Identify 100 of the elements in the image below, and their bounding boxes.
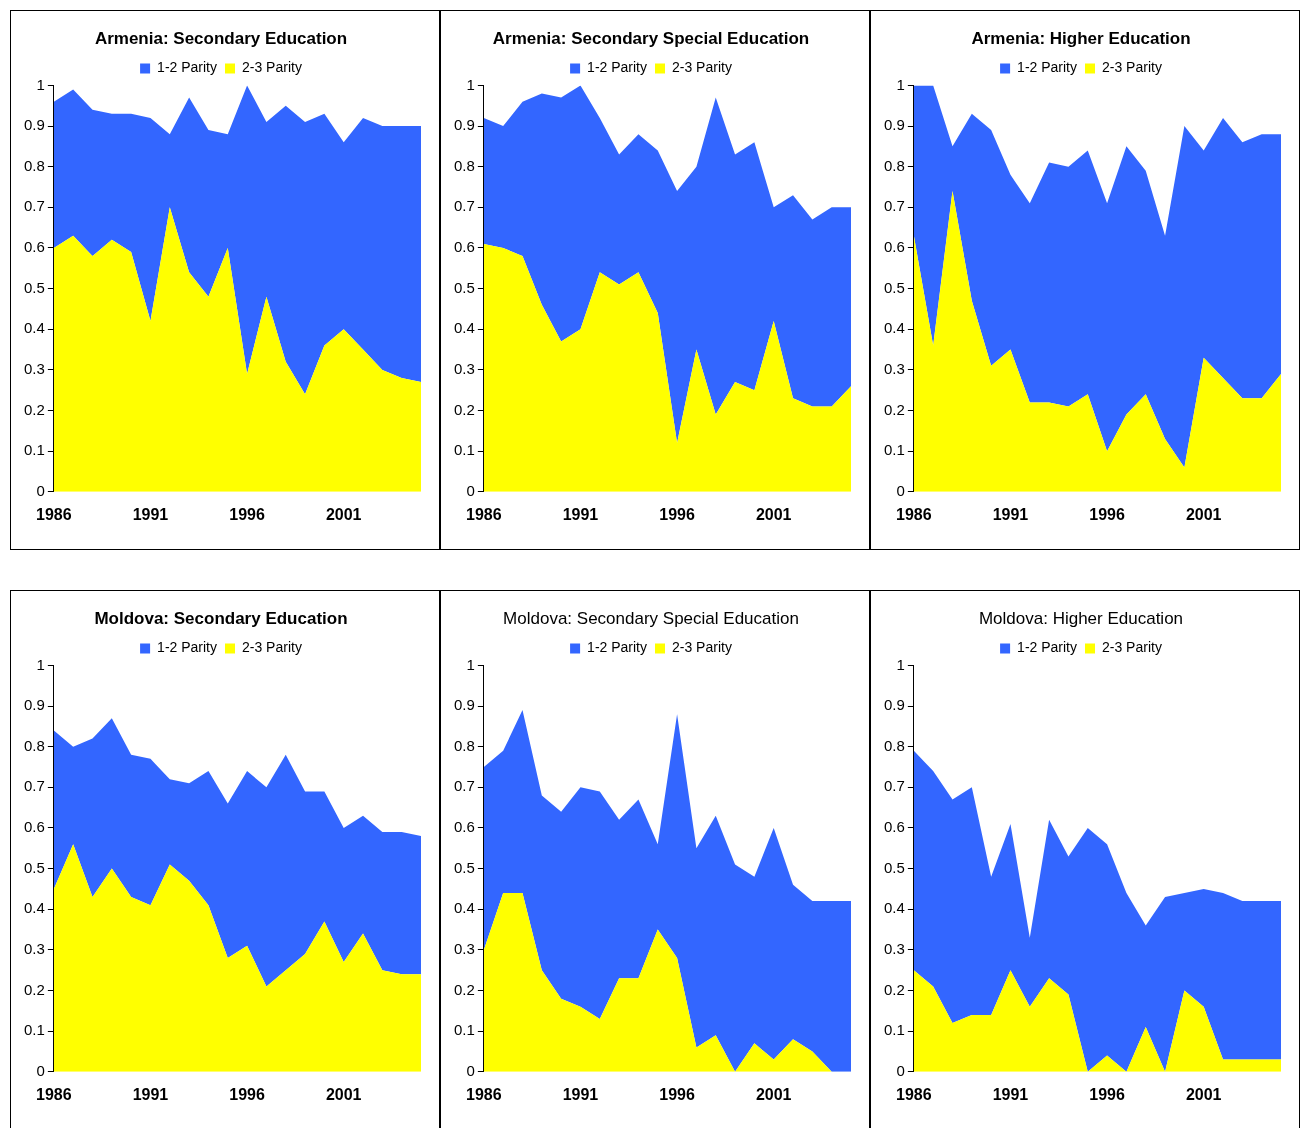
x-tick-label: 1991: [562, 1085, 599, 1103]
chart-title: Moldova: Secondary Special Education: [503, 608, 799, 628]
y-tick-label: 0.8: [883, 736, 905, 754]
y-tick-label: 0.7: [23, 777, 45, 795]
y-tick-label: 1: [466, 75, 475, 93]
x-tick-label: 1991: [992, 1085, 1029, 1103]
y-tick-label: 0.3: [23, 940, 45, 958]
x-tick-label: 1996: [1089, 505, 1125, 523]
y-tick-label: 0.4: [453, 899, 475, 917]
chart-title: Armenia: Secondary Education: [94, 28, 348, 48]
y-tick-label: 0.2: [883, 980, 905, 998]
x-tick-label: 1986: [36, 505, 72, 523]
y-tick-label: 0.1: [23, 441, 45, 459]
y-tick-label: 0.3: [883, 360, 905, 378]
y-tick-label: 0.4: [23, 319, 45, 337]
chart-title: Moldova: Secondary Education: [94, 608, 348, 628]
legend-label: 2-3 Parity: [242, 59, 302, 76]
y-tick-label: 0.4: [883, 319, 905, 337]
y-tick-label: 0.1: [453, 1021, 475, 1039]
x-tick-label: 1996: [229, 1085, 265, 1103]
y-tick-label: 0.2: [453, 400, 475, 418]
x-tick-label: 1996: [659, 505, 695, 523]
y-tick-label: 0: [466, 481, 475, 499]
y-tick-label: 0.7: [883, 777, 905, 795]
y-tick-label: 0.5: [883, 858, 905, 876]
x-tick-label: 2001: [755, 1085, 792, 1103]
y-tick-label: 0.8: [23, 736, 45, 754]
x-tick-label: 1996: [659, 1085, 695, 1103]
legend-label: 1-2 Parity: [587, 639, 648, 656]
y-tick-label: 1: [36, 75, 45, 93]
y-tick-label: 0.8: [453, 736, 475, 754]
y-tick-label: 0.7: [883, 197, 905, 215]
y-tick-label: 0.4: [453, 319, 475, 337]
y-tick-label: 0.5: [883, 278, 905, 296]
x-tick-label: 1991: [992, 505, 1029, 523]
y-tick-label: 0.4: [23, 899, 45, 917]
x-tick-label: 2001: [325, 505, 362, 523]
y-tick-label: 0.6: [883, 818, 905, 836]
y-tick-label: 0.3: [453, 940, 475, 958]
legend-label: 1-2 Parity: [1017, 639, 1078, 656]
y-tick-label: 0.7: [453, 197, 475, 215]
y-tick-label: 0.1: [23, 1021, 45, 1039]
y-tick-label: 0.2: [23, 400, 45, 418]
y-tick-label: 1: [466, 655, 475, 673]
y-tick-label: 1: [36, 655, 45, 673]
legend-label: 2-3 Parity: [672, 59, 732, 76]
y-tick-label: 0.8: [883, 156, 905, 174]
y-tick-label: 0.3: [23, 360, 45, 378]
y-tick-label: 1: [896, 655, 905, 673]
y-tick-label: 0.4: [883, 899, 905, 917]
legend-label: 1-2 Parity: [157, 639, 218, 656]
y-tick-label: 0.9: [883, 116, 905, 134]
y-tick-label: 0.6: [453, 818, 475, 836]
x-tick-label: 1986: [896, 505, 932, 523]
y-tick-label: 0: [896, 1061, 905, 1079]
y-tick-label: 0.5: [453, 278, 475, 296]
y-tick-label: 0.1: [883, 441, 905, 459]
x-tick-label: 1991: [132, 1085, 169, 1103]
y-tick-label: 0.5: [453, 858, 475, 876]
legend-label: 1-2 Parity: [1017, 59, 1078, 76]
y-tick-label: 0.1: [453, 441, 475, 459]
y-tick-label: 0.2: [23, 980, 45, 998]
chart-title: Moldova: Higher Education: [978, 608, 1184, 628]
y-tick-label: 0.3: [883, 940, 905, 958]
y-tick-label: 0.7: [23, 197, 45, 215]
legend-label: 2-3 Parity: [672, 639, 732, 656]
legend-label: 1-2 Parity: [157, 59, 218, 76]
x-tick-label: 2001: [325, 1085, 362, 1103]
y-tick-label: 0.1: [883, 1021, 905, 1039]
y-tick-label: 0: [896, 481, 905, 499]
y-tick-label: 0.9: [453, 116, 475, 134]
y-tick-label: 0.9: [23, 116, 45, 134]
y-tick-label: 0.8: [23, 156, 45, 174]
x-tick-label: 1986: [36, 1085, 72, 1103]
y-tick-label: 0.2: [453, 980, 475, 998]
x-tick-label: 1986: [896, 1085, 932, 1103]
x-tick-label: 1986: [466, 505, 502, 523]
x-tick-label: 2001: [1185, 1085, 1222, 1103]
x-tick-label: 1991: [562, 505, 599, 523]
y-tick-label: 0: [36, 481, 45, 499]
y-tick-label: 0.9: [23, 696, 45, 714]
y-tick-label: 0.3: [453, 360, 475, 378]
legend-label: 2-3 Parity: [1102, 639, 1162, 656]
chart-title: Armenia: Secondary Special Education: [492, 28, 810, 48]
legend-label: 2-3 Parity: [242, 639, 302, 656]
y-tick-label: 0.6: [23, 818, 45, 836]
x-tick-label: 1986: [466, 1085, 502, 1103]
y-tick-label: 0.5: [23, 278, 45, 296]
y-tick-label: 0.6: [883, 238, 905, 256]
y-tick-label: 0.8: [453, 156, 475, 174]
x-tick-label: 1996: [1089, 1085, 1125, 1103]
y-tick-label: 1: [896, 75, 905, 93]
x-tick-label: 2001: [755, 505, 792, 523]
x-tick-label: 1996: [229, 505, 265, 523]
legend-label: 2-3 Parity: [1102, 59, 1162, 76]
y-tick-label: 0: [466, 1061, 475, 1079]
y-tick-label: 0.6: [453, 238, 475, 256]
y-tick-label: 0.6: [23, 238, 45, 256]
y-tick-label: 0: [36, 1061, 45, 1079]
y-tick-label: 0.9: [453, 696, 475, 714]
